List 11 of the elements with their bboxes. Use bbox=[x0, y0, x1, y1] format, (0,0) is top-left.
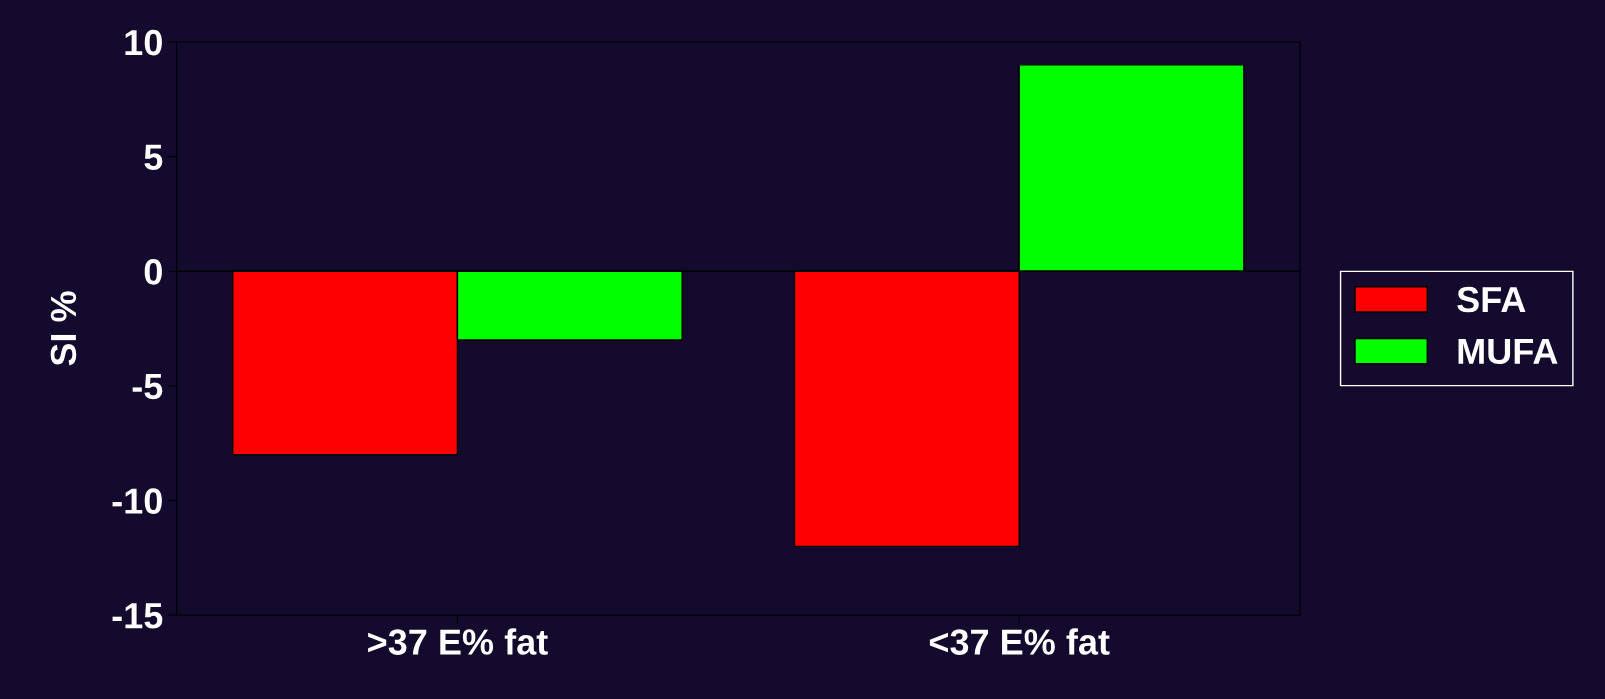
legend-label: MUFA bbox=[1458, 338, 1558, 365]
y-tick-label: -10 bbox=[112, 488, 162, 514]
legend-label: SFA bbox=[1457, 286, 1526, 313]
y-tick-label: -5 bbox=[132, 374, 163, 400]
y-tick-label: 5 bbox=[144, 144, 163, 171]
y-tick-label: 10 bbox=[125, 29, 162, 56]
y-tick-label: -15 bbox=[112, 603, 163, 629]
x-tick-label: >37 E% fat bbox=[368, 628, 548, 655]
y-axis-title: SI % bbox=[50, 291, 77, 366]
x-tick-label: <37 E% fat bbox=[929, 628, 1110, 655]
y-tick-label: 0 bbox=[144, 259, 162, 285]
